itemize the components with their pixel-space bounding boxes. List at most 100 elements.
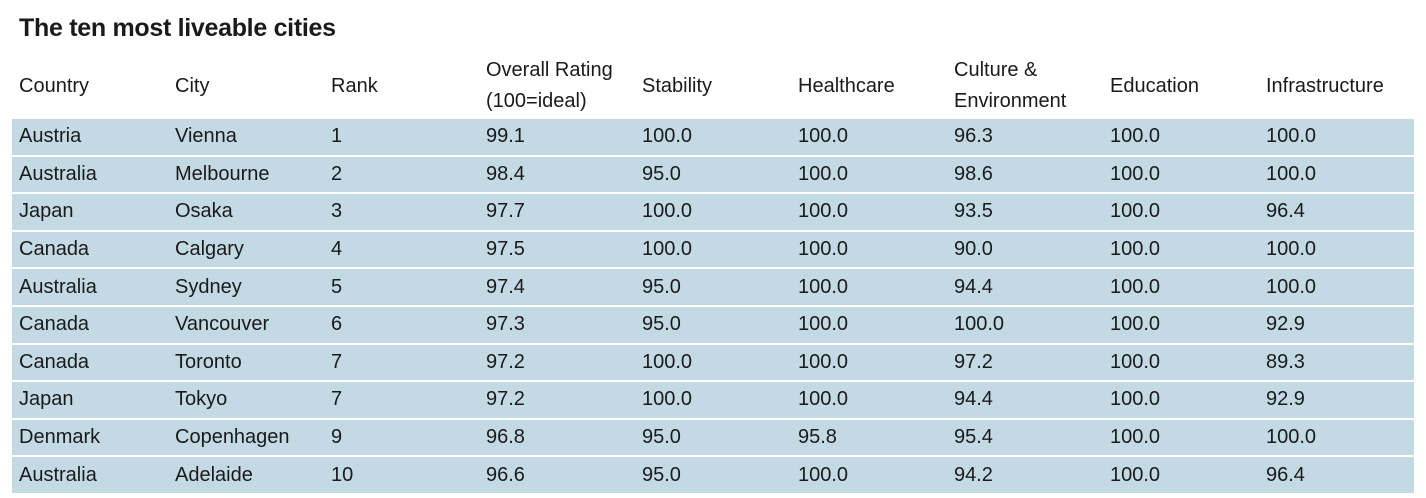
- cell-country: Canada: [12, 229, 168, 268]
- cell-education: 100.0: [1103, 267, 1259, 305]
- cell-education: 100.0: [1103, 192, 1259, 230]
- cell-rank: 7: [324, 380, 479, 418]
- cell-rank: 4: [324, 229, 479, 268]
- cell-overall-rating: 96.6: [479, 455, 635, 493]
- table-row: Australia Adelaide 10 96.6 95.0 100.0 94.2 100.…: [12, 455, 1414, 493]
- cell-overall-rating: 97.2: [479, 342, 635, 381]
- column-header-text: Healthcare: [798, 74, 895, 97]
- column-header-text: Environment: [954, 90, 1067, 112]
- cell-culture-environment: 98.6: [947, 154, 1103, 193]
- column-header-text: Country: [19, 74, 90, 97]
- table-title: The ten most liveable cities: [19, 14, 336, 42]
- cell-infrastructure: 100.0: [1259, 417, 1414, 456]
- cell-rank: 5: [324, 267, 479, 305]
- cell-stability: 100.0: [635, 229, 791, 268]
- cell-culture-environment: 96.3: [947, 117, 1103, 155]
- cell-stability: 100.0: [635, 380, 791, 418]
- cell-country: Canada: [12, 304, 168, 343]
- table-row: Canada Calgary 4 97.5 100.0 100.0 90.0 100.0 100…: [12, 229, 1414, 268]
- cell-city: Sydney: [168, 267, 324, 305]
- cell-country: Australia: [12, 455, 168, 493]
- table-body: Austria Vienna 1 99.1 100.0 100.0 96.3 100.0 100…: [12, 117, 1414, 493]
- cell-infrastructure: 96.4: [1259, 192, 1414, 230]
- cell-stability: 95.0: [635, 304, 791, 343]
- table-row: Japan Tokyo 7 97.2 100.0 100.0 94.4 100.0 92.9: [12, 380, 1414, 418]
- cell-overall-rating: 97.5: [479, 229, 635, 268]
- column-header-infrastructure: Infrastructure: [1259, 55, 1414, 117]
- cell-city: Adelaide: [168, 455, 324, 493]
- cell-healthcare: 100.0: [791, 117, 947, 155]
- cell-infrastructure: 92.9: [1259, 380, 1414, 418]
- column-header-text: Rank: [331, 74, 378, 97]
- cell-stability: 95.0: [635, 154, 791, 193]
- cell-rank: 10: [324, 455, 479, 493]
- cell-stability: 100.0: [635, 342, 791, 381]
- cell-culture-environment: 97.2: [947, 342, 1103, 381]
- cell-rank: 3: [324, 192, 479, 230]
- column-header-country: Country: [12, 55, 168, 117]
- cell-infrastructure: 96.4: [1259, 455, 1414, 493]
- cell-education: 100.0: [1103, 380, 1259, 418]
- cell-rank: 1: [324, 117, 479, 155]
- cell-city: Calgary: [168, 229, 324, 268]
- cell-overall-rating: 97.4: [479, 267, 635, 305]
- cell-country: Japan: [12, 192, 168, 230]
- cell-country: Canada: [12, 342, 168, 381]
- cell-overall-rating: 96.8: [479, 417, 635, 456]
- column-header-overall-rating: Overall Rating (100=ideal): [479, 55, 635, 117]
- cell-healthcare: 100.0: [791, 267, 947, 305]
- cell-education: 100.0: [1103, 229, 1259, 268]
- liveable-cities-table: Country City Rank Overall Rating (100=ideal)…: [12, 55, 1414, 493]
- cell-infrastructure: 100.0: [1259, 267, 1414, 305]
- column-header-culture-environment: Culture & Environment: [947, 55, 1103, 117]
- cell-stability: 100.0: [635, 192, 791, 230]
- cell-healthcare: 100.0: [791, 455, 947, 493]
- cell-education: 100.0: [1103, 117, 1259, 155]
- cell-city: Melbourne: [168, 154, 324, 193]
- cell-rank: 6: [324, 304, 479, 343]
- cell-culture-environment: 94.4: [947, 267, 1103, 305]
- column-header-text: Education: [1110, 74, 1199, 97]
- cell-country: Australia: [12, 154, 168, 193]
- table-row: Japan Osaka 3 97.7 100.0 100.0 93.5 100.0 96.4: [12, 192, 1414, 230]
- cell-culture-environment: 100.0: [947, 304, 1103, 343]
- cell-infrastructure: 100.0: [1259, 117, 1414, 155]
- cell-rank: 9: [324, 417, 479, 456]
- table-row: Australia Melbourne 2 98.4 95.0 100.0 98.6 100.…: [12, 154, 1414, 193]
- cell-culture-environment: 90.0: [947, 229, 1103, 268]
- cell-country: Japan: [12, 380, 168, 418]
- table-row: Austria Vienna 1 99.1 100.0 100.0 96.3 100.0 100…: [12, 117, 1414, 155]
- cell-overall-rating: 98.4: [479, 154, 635, 193]
- cell-city: Osaka: [168, 192, 324, 230]
- cell-country: Denmark: [12, 417, 168, 456]
- cell-stability: 100.0: [635, 117, 791, 155]
- table-row: Denmark Copenhagen 9 96.8 95.0 95.8 95.4 100.0 1…: [12, 417, 1414, 456]
- cell-healthcare: 100.0: [791, 192, 947, 230]
- cell-rank: 7: [324, 342, 479, 381]
- header-row: Country City Rank Overall Rating (100=ideal)…: [12, 55, 1414, 117]
- table-row: Canada Toronto 7 97.2 100.0 100.0 97.2 100.0 89.…: [12, 342, 1414, 381]
- column-header-text: Culture &: [954, 59, 1038, 81]
- cell-healthcare: 100.0: [791, 154, 947, 193]
- column-header-education: Education: [1103, 55, 1259, 117]
- cell-country: Austria: [12, 117, 168, 155]
- cell-education: 100.0: [1103, 342, 1259, 381]
- cell-city: Vienna: [168, 117, 324, 155]
- cell-culture-environment: 93.5: [947, 192, 1103, 230]
- cell-education: 100.0: [1103, 304, 1259, 343]
- cell-city: Copenhagen: [168, 417, 324, 456]
- cell-culture-environment: 94.2: [947, 455, 1103, 493]
- column-header-text: Infrastructure: [1266, 74, 1384, 97]
- cell-overall-rating: 97.2: [479, 380, 635, 418]
- column-header-healthcare: Healthcare: [791, 55, 947, 117]
- column-header-city: City: [168, 55, 324, 117]
- cell-education: 100.0: [1103, 455, 1259, 493]
- table-row: Australia Sydney 5 97.4 95.0 100.0 94.4 100.0 10…: [12, 267, 1414, 305]
- cell-education: 100.0: [1103, 154, 1259, 193]
- column-header-text: Stability: [642, 74, 713, 97]
- cell-healthcare: 100.0: [791, 229, 947, 268]
- cell-city: Toronto: [168, 342, 324, 381]
- cell-infrastructure: 92.9: [1259, 304, 1414, 343]
- cell-overall-rating: 99.1: [479, 117, 635, 155]
- cell-culture-environment: 95.4: [947, 417, 1103, 456]
